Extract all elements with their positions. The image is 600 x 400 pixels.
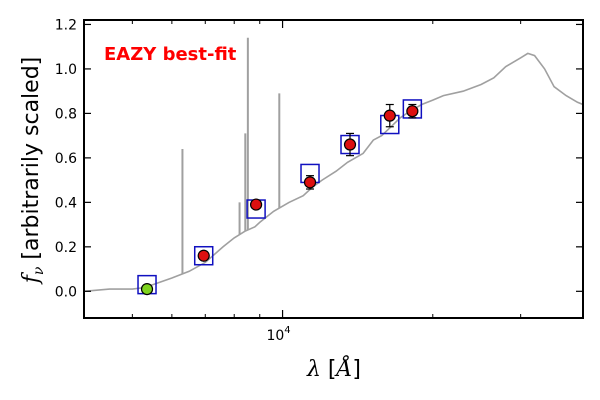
observed-point-4 <box>343 138 357 151</box>
sed-curve <box>84 52 583 293</box>
x-axis-label-unit: Å <box>334 354 353 382</box>
y-axis-label-text: [arbitrarily scaled] <box>19 57 44 267</box>
x-axis-label: λ [Å] <box>306 354 361 382</box>
observed-point-5 <box>383 109 396 122</box>
y-axis-label: fν [arbitrarily scaled] <box>19 57 47 286</box>
svg-text:λ [Å]: λ [Å] <box>306 354 361 382</box>
plot-content <box>84 37 583 296</box>
svg-text:fν [arbitrarily scaled]: fν [arbitrarily scaled] <box>19 57 47 286</box>
y-tick-label-3: 0.6 <box>55 151 77 167</box>
x-tick-label-base: 10 <box>266 328 284 344</box>
x-tick-label-0: 104 <box>266 325 290 344</box>
observed-point-6 <box>406 105 419 118</box>
observed-point-2 <box>249 198 263 211</box>
x-tick-label-exponent: 4 <box>284 325 290 336</box>
plot-area <box>84 37 583 296</box>
model-flux-box-1 <box>193 245 214 266</box>
y-tick-label-2: 0.4 <box>55 195 77 211</box>
y-tick-label-5: 1.0 <box>55 62 77 78</box>
observed-point-1 <box>197 249 210 262</box>
plot-frame <box>83 19 584 319</box>
y-tick-label-0: 0.0 <box>55 284 77 300</box>
y-tick-label-6: 1.2 <box>55 17 77 33</box>
y-axis-label-subscript: ν <box>31 266 47 275</box>
chart-annotation: EAZY best-fit <box>104 44 237 65</box>
axes: 0.0 0.2 0.4 0.6 0.8 1.0 1.2 104 <box>55 17 584 344</box>
observed-point-3 <box>303 176 317 189</box>
y-tick-label-1: 0.2 <box>55 240 77 256</box>
upper-limit-point-0 <box>140 282 154 296</box>
x-axis-label-symbol: λ <box>306 357 321 382</box>
y-tick-label-4: 0.8 <box>55 106 77 122</box>
